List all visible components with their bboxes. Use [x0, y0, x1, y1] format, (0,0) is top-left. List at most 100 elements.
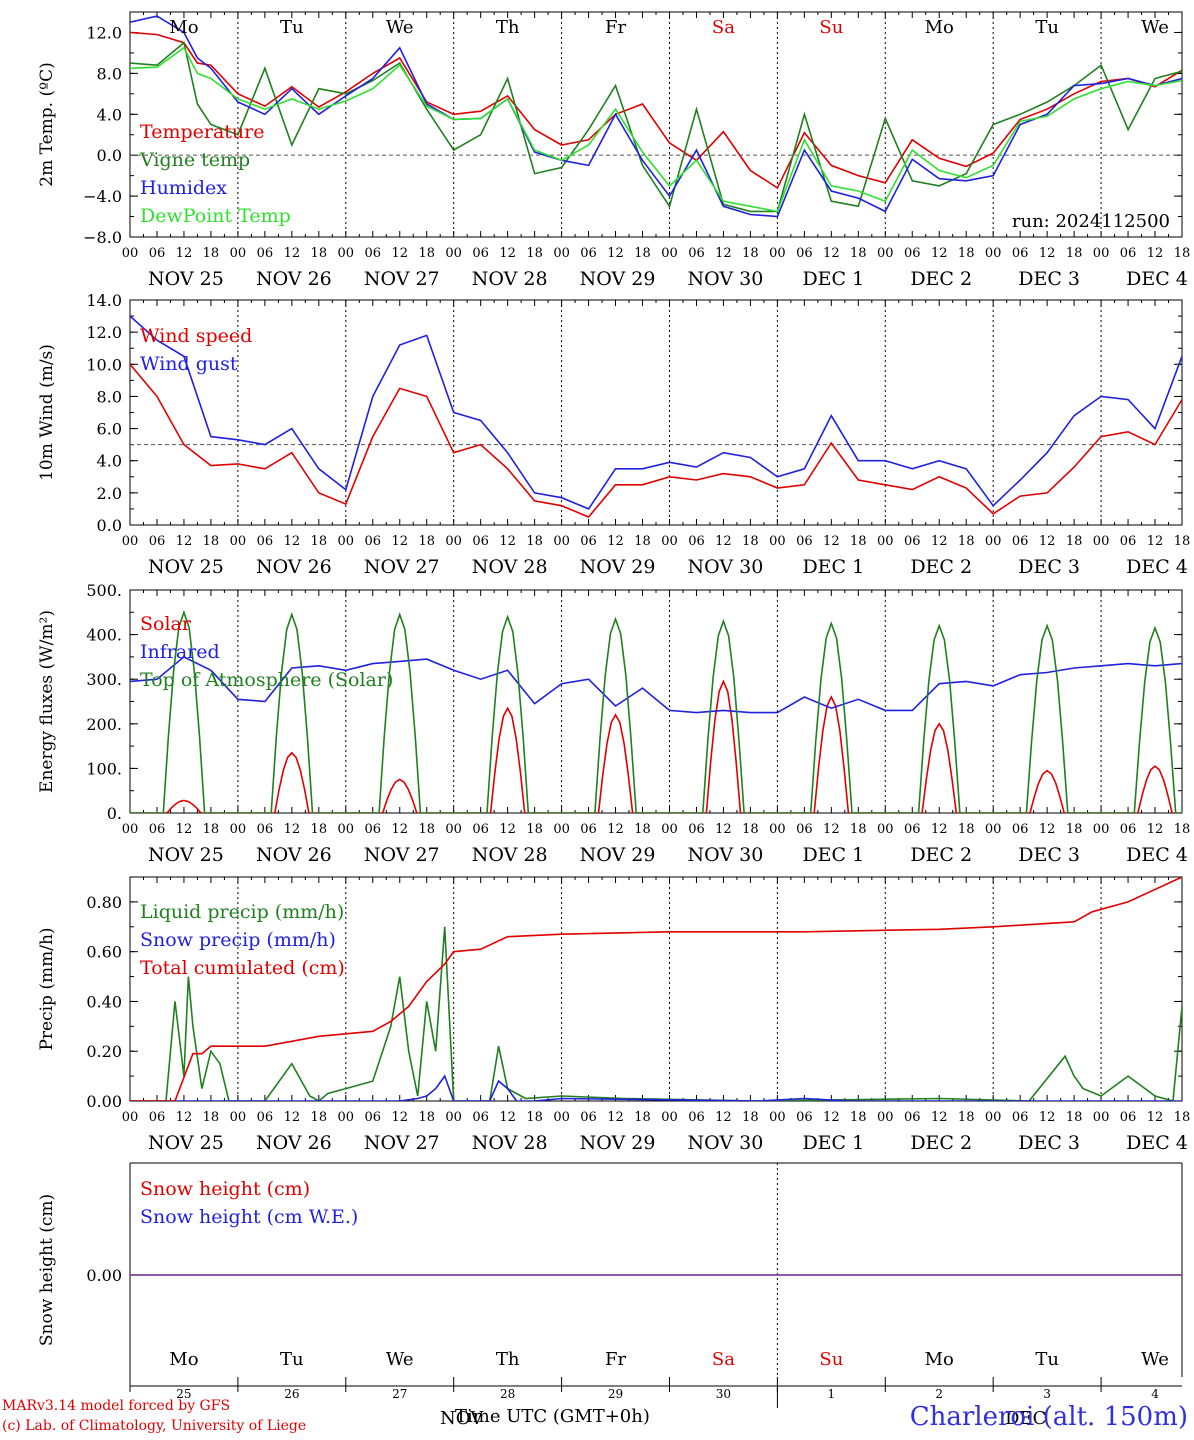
- hour-tick-label: 12: [607, 534, 624, 549]
- hour-tick-label: 12: [823, 1110, 840, 1125]
- hour-tick-label: 06: [149, 822, 166, 837]
- date-label: NOV 28: [472, 844, 548, 866]
- y-tick-label: 0.40: [86, 992, 122, 1011]
- legend-entry: Snow height (cm): [140, 1178, 310, 1200]
- date-label: NOV 29: [580, 844, 656, 866]
- hour-tick-label: 12: [391, 1110, 408, 1125]
- hour-tick-label: 18: [418, 1110, 435, 1125]
- date-label: DEC 4: [1126, 1132, 1188, 1154]
- date-label: NOV 26: [256, 844, 332, 866]
- hour-tick-label: 06: [796, 246, 813, 261]
- legend-entry: Liquid precip (mm/h): [140, 901, 344, 923]
- day-label: Su: [819, 17, 843, 38]
- hour-tick-label: 12: [607, 822, 624, 837]
- hour-tick-label: 06: [364, 1110, 381, 1125]
- series-line: [130, 1074, 1182, 1101]
- hour-tick-label: 06: [149, 1110, 166, 1125]
- day-number: 4: [1151, 1387, 1159, 1401]
- hour-tick-label: 06: [796, 1110, 813, 1125]
- hour-tick-label: 06: [1120, 822, 1137, 837]
- y-tick-label: −4.0: [83, 187, 122, 206]
- hour-tick-label: 12: [284, 822, 301, 837]
- y-axis-label: Precip (mm/h): [37, 927, 57, 1050]
- hour-tick-label: 18: [203, 1110, 220, 1125]
- date-label: NOV 26: [256, 1132, 332, 1154]
- hour-tick-label: 18: [1066, 534, 1083, 549]
- day-label: Su: [819, 1349, 843, 1370]
- hour-tick-label: 18: [526, 1110, 543, 1125]
- hour-tick-label: 00: [445, 534, 462, 549]
- hour-tick-label: 12: [284, 246, 301, 261]
- hour-tick-label: 00: [230, 822, 247, 837]
- series-line: [130, 609, 1182, 813]
- day-number: 3: [1043, 1387, 1051, 1401]
- hour-tick-label: 12: [284, 534, 301, 549]
- y-tick-label: 0.00: [86, 1266, 122, 1285]
- hour-tick-label: 18: [203, 246, 220, 261]
- hour-tick-label: 18: [1066, 822, 1083, 837]
- hour-tick-label: 12: [1147, 246, 1164, 261]
- hour-tick-label: 12: [1039, 246, 1056, 261]
- legend-entry: Top of Atmosphere (Solar): [140, 669, 393, 691]
- hour-tick-label: 00: [338, 822, 355, 837]
- hour-tick-label: 18: [1174, 246, 1191, 261]
- y-axis-label: Energy fluxes (W/m²): [37, 610, 57, 793]
- hour-tick-label: 06: [904, 1110, 921, 1125]
- hour-tick-label: 06: [472, 246, 489, 261]
- hour-tick-label: 12: [1039, 534, 1056, 549]
- series-line: [130, 679, 1182, 813]
- hour-tick-label: 00: [122, 1110, 139, 1125]
- hour-tick-label: 18: [742, 246, 759, 261]
- hour-tick-label: 06: [580, 1110, 597, 1125]
- hour-tick-label: 18: [1066, 246, 1083, 261]
- hour-tick-label: 12: [715, 246, 732, 261]
- hour-tick-label: 18: [958, 1110, 975, 1125]
- day-label: Mo: [925, 17, 954, 38]
- date-label: NOV 27: [364, 844, 440, 866]
- hour-tick-label: 06: [1012, 246, 1029, 261]
- time-axis-label: Time UTC (GMT+0h): [455, 1406, 650, 1427]
- hour-tick-label: 00: [553, 822, 570, 837]
- hour-tick-label: 12: [931, 822, 948, 837]
- hour-tick-label: 12: [499, 246, 516, 261]
- hour-tick-label: 00: [230, 246, 247, 261]
- hour-tick-label: 06: [688, 246, 705, 261]
- y-tick-label: 0.20: [86, 1042, 122, 1061]
- hour-tick-label: 18: [311, 246, 328, 261]
- hour-tick-label: 00: [877, 246, 894, 261]
- hour-tick-label: 12: [284, 1110, 301, 1125]
- hour-tick-label: 18: [203, 534, 220, 549]
- hour-tick-label: 12: [607, 1110, 624, 1125]
- hour-tick-label: 00: [445, 822, 462, 837]
- hour-tick-label: 12: [1039, 822, 1056, 837]
- hour-tick-label: 06: [688, 822, 705, 837]
- chart-panel-snow: 0.00 Snow height (cm) Snow height (cm) Snow…: [37, 1162, 1183, 1429]
- series-line: [130, 877, 1182, 1101]
- hour-tick-label: 06: [257, 534, 274, 549]
- hour-tick-label: 18: [850, 822, 867, 837]
- hour-tick-label: 06: [1120, 1110, 1137, 1125]
- day-number: 30: [716, 1387, 731, 1401]
- hour-tick-label: 06: [904, 534, 921, 549]
- date-label: NOV 29: [580, 1132, 656, 1154]
- date-label: NOV 27: [364, 1132, 440, 1154]
- date-label: NOV 30: [688, 1132, 764, 1154]
- hour-tick-label: 18: [418, 822, 435, 837]
- hour-tick-label: 18: [311, 1110, 328, 1125]
- hour-tick-label: 12: [176, 1110, 193, 1125]
- location-label: Charleroi (alt. 150m): [909, 1402, 1188, 1432]
- date-label: DEC 3: [1018, 556, 1080, 578]
- date-label: DEC 3: [1018, 1132, 1080, 1154]
- y-tick-label: 0.80: [86, 893, 122, 912]
- hour-tick-label: 00: [661, 822, 678, 837]
- hour-tick-label: 00: [338, 534, 355, 549]
- date-label: DEC 4: [1126, 556, 1188, 578]
- hour-tick-label: 18: [958, 246, 975, 261]
- hour-tick-label: 06: [1120, 246, 1137, 261]
- y-tick-label: 0.60: [86, 943, 122, 962]
- month-label: DEC: [1005, 1408, 1046, 1429]
- hour-tick-label: 00: [1093, 822, 1110, 837]
- hour-tick-label: 12: [823, 246, 840, 261]
- day-number: 29: [608, 1387, 623, 1401]
- date-label: DEC 3: [1018, 268, 1080, 290]
